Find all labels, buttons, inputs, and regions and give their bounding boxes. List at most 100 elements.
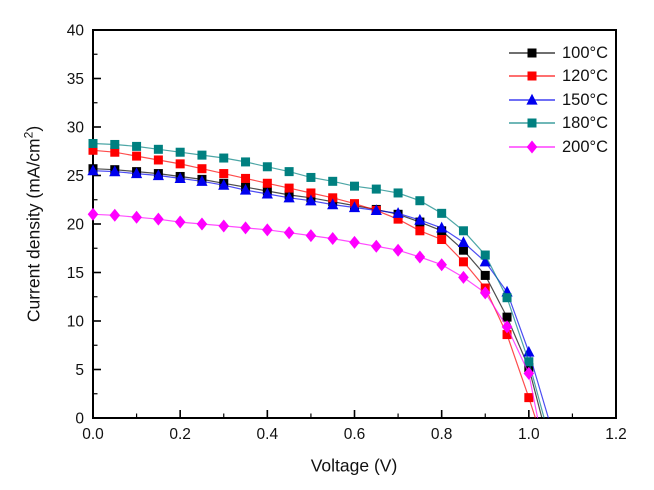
series-line-100c (92, 168, 543, 419)
series-marker-180c (88, 138, 98, 148)
series-marker-120c (88, 145, 98, 155)
series-marker-150c (174, 172, 186, 184)
y-axis-title-superscript: 2 (21, 131, 36, 139)
legend-item-120c: 120°C (508, 65, 608, 89)
series-marker-150c (109, 165, 121, 177)
series-marker-180c (219, 153, 229, 163)
series-marker-200c (87, 207, 99, 221)
legend-glyph-150c (526, 93, 538, 105)
legend-item-150c: 150°C (508, 88, 608, 112)
series-marker-120c (132, 151, 142, 161)
series-marker-180c (328, 176, 338, 186)
series-marker-120c (306, 188, 316, 198)
legend-label-100c: 100°C (562, 43, 609, 62)
series-marker-120c (502, 330, 512, 340)
series-marker-150c (414, 213, 426, 225)
series-marker-150c (479, 255, 491, 267)
series-marker-200c (262, 223, 273, 237)
legend-glyph-200c (526, 140, 538, 154)
series-marker-150c (370, 204, 382, 216)
y-tick-label: 0 (75, 411, 84, 428)
series-marker-150c (261, 187, 273, 199)
series-marker-180c (110, 139, 120, 149)
series-marker-150c (305, 194, 317, 206)
legend-marker-120c (509, 71, 555, 81)
y-axis-title: Current density (mA/cm2) (22, 126, 45, 322)
series-marker-200c (370, 239, 382, 253)
legend-item-100c: 100°C (508, 41, 608, 65)
series-marker-200c (327, 232, 339, 246)
series-marker-180c (458, 226, 468, 236)
series-marker-180c (371, 184, 381, 194)
series-marker-180c (262, 162, 272, 172)
y-tick-label: 10 (67, 314, 85, 331)
series-marker-200c (131, 210, 142, 224)
series-100c (88, 164, 543, 419)
series-marker-180c (415, 196, 425, 206)
series-marker-200c (479, 286, 491, 300)
series-marker-200c (283, 226, 295, 240)
series-marker-150c (327, 198, 339, 210)
series-line-200c (92, 213, 539, 419)
legend-marker-150c (509, 93, 555, 105)
series-line-120c (92, 149, 536, 419)
legend-marker-180c (509, 118, 555, 128)
legend-item-180c: 180°C (508, 112, 608, 136)
legend-glyph-100c (527, 48, 537, 58)
series-marker-120c (241, 173, 251, 183)
series-marker-200c (218, 219, 230, 233)
series-180c (88, 138, 545, 419)
series-marker-200c (349, 235, 360, 249)
legend-item-200c: 200°C (508, 135, 608, 159)
series-marker-200c (196, 217, 208, 231)
x-tick-label: 0.0 (82, 426, 104, 443)
series-marker-120c (458, 257, 468, 267)
series-marker-180c (197, 150, 207, 160)
x-tick-label: 1.0 (518, 426, 540, 443)
series-marker-100c (458, 245, 468, 255)
series-marker-120c (393, 214, 403, 224)
legend-label-150c: 150°C (562, 90, 609, 109)
series-marker-180c (153, 144, 163, 154)
series-marker-180c (284, 167, 294, 177)
series-marker-180c (132, 141, 142, 151)
y-tick-label: 5 (75, 362, 84, 379)
x-tick-label: 0.8 (431, 426, 453, 443)
series-marker-200c (153, 212, 164, 226)
series-marker-180c (524, 357, 534, 367)
series-marker-200c (305, 229, 317, 243)
y-tick-label: 15 (67, 265, 84, 282)
legend-label-200c: 200°C (562, 137, 609, 156)
series-marker-120c (437, 235, 447, 245)
series-150c (87, 164, 549, 419)
series-marker-120c (284, 183, 294, 193)
series-marker-200c (174, 215, 186, 229)
series-marker-120c (219, 169, 229, 179)
series-marker-180c (175, 147, 185, 157)
series-marker-150c (457, 236, 470, 248)
series-marker-150c (348, 201, 361, 213)
series-marker-200c (436, 258, 447, 272)
series-marker-150c (196, 175, 208, 186)
x-axis-title: Voltage (V) (310, 455, 398, 476)
series-marker-180c (502, 293, 512, 303)
y-tick-label: 35 (67, 71, 84, 88)
series-marker-120c (524, 393, 534, 403)
series-marker-150c (392, 207, 404, 218)
legend-marker-200c (509, 140, 555, 154)
series-marker-200c (414, 250, 426, 264)
series-marker-150c (218, 179, 230, 190)
series-marker-150c (87, 164, 99, 176)
series-marker-180c (393, 188, 403, 198)
series-marker-120c (110, 147, 120, 157)
y-axis-title-close: ) (23, 125, 44, 132)
series-marker-200c (458, 270, 469, 284)
series-line-180c (92, 142, 545, 419)
series-marker-150c (436, 221, 448, 233)
series-marker-200c (392, 243, 404, 257)
legend: 100°C 120°C 150°C 180°C 200°C (508, 41, 608, 159)
series-line-150c (92, 170, 549, 419)
y-tick-label: 30 (67, 120, 85, 137)
